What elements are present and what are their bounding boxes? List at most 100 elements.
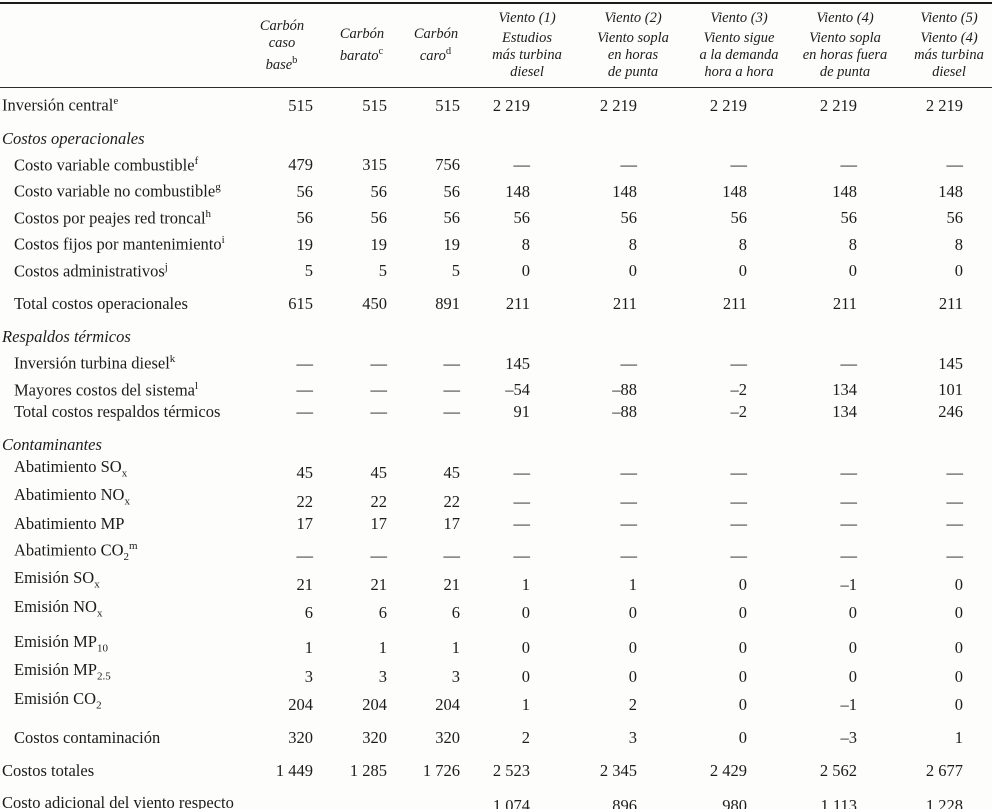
row-label-line: Mayores costos del sistemal <box>14 377 240 400</box>
value-cell: 3 <box>378 666 387 686</box>
row-label-text: Costo variable combustible <box>14 155 195 174</box>
row-label-line: Emisión MP10 <box>14 632 240 657</box>
value-cell: — <box>370 546 388 566</box>
column-title-line: Carbón <box>246 18 318 35</box>
row-label-line: Emisión SOx <box>14 569 240 593</box>
column-title-text: a la demanda <box>699 47 779 63</box>
value-cell: 0 <box>628 666 637 686</box>
column-title-text: base <box>265 56 293 73</box>
row-label-text: Costos por peajes red troncal <box>14 208 206 227</box>
value-cell: 246 <box>938 402 963 421</box>
column-title-line: baratoc <box>332 43 392 65</box>
value-cell: 22 <box>370 491 388 511</box>
row-label-line: Abatimiento SOx <box>14 458 240 482</box>
value-cell: 2 345 <box>599 760 637 780</box>
value-cell: 1 074 <box>492 795 530 809</box>
value-cell: –88 <box>612 402 637 421</box>
value-cell: 148 <box>832 181 857 201</box>
row-label-text: Costos fijos por mantenimiento <box>14 234 222 254</box>
value-cell: 0 <box>848 261 857 280</box>
column-title-line: baseb <box>246 52 318 74</box>
column-header-viento-5: Viento (5) Viento (4) más turbina diesel <box>890 3 992 88</box>
column-title-line: Carbón <box>332 26 392 43</box>
footnote-marker: i <box>221 234 225 246</box>
value-cell: 0 <box>954 602 963 622</box>
value-cell: — <box>946 513 964 533</box>
value-cell: 515 <box>362 95 387 115</box>
data-row: Mayores costos del sistemal — — — –54 –88 –2 13… <box>0 373 992 400</box>
value-cell: 211 <box>832 294 857 313</box>
column-title-line: más turbina <box>482 47 572 64</box>
label-subscript: x <box>121 467 128 480</box>
column-title-line: Viento (4) <box>906 30 992 47</box>
row-label-text: Costos totales <box>2 760 95 780</box>
value-cell: — <box>620 155 638 174</box>
column-title-text: diesel <box>510 64 544 80</box>
section-label-text: Costos operacionales <box>2 128 145 148</box>
row-label: Emisión NOx <box>0 594 240 622</box>
value-cell: 2 562 <box>819 760 857 780</box>
value-cell: 0 <box>954 261 963 280</box>
value-cell: 320 <box>435 727 460 747</box>
label-subscript: 2.5 <box>96 670 111 683</box>
value-cell: 1 285 <box>349 760 387 780</box>
value-cell: 148 <box>722 181 747 201</box>
column-title-text: en horas <box>607 47 659 63</box>
value-cell: 17 <box>370 513 388 533</box>
row-label-text: Abatimiento SO <box>14 457 122 476</box>
footnote-marker: m <box>129 539 138 552</box>
value-cell: 45 <box>443 463 461 483</box>
column-title-text: diesel <box>932 64 966 80</box>
footnote-marker: d <box>445 46 453 58</box>
value-cell: — <box>620 353 638 373</box>
data-row: Costos contaminación 320 320 320 2 3 0 –3 1 <box>0 714 992 747</box>
column-title: Viento (3) <box>710 10 768 26</box>
value-cell: 22 <box>296 491 314 511</box>
row-label: Costos por peajes red troncalh <box>0 201 240 228</box>
column-title-text: Viento sigue <box>703 30 775 46</box>
data-row: Total costos respaldos térmicos — — — 91 –88 –… <box>0 399 992 421</box>
value-cell: 2 <box>628 694 637 714</box>
value-cell: 1 449 <box>275 760 313 780</box>
row-label-line: Costos administrativosj <box>14 258 240 281</box>
column-title-line: carod <box>406 43 466 65</box>
value-cell: 211 <box>612 294 637 313</box>
row-label-line: Costo variable combustiblef <box>14 152 240 175</box>
column-header-carbon-caso-base: Carbón caso baseb <box>240 3 318 88</box>
value-cell: 211 <box>505 294 530 313</box>
row-label-line: Costos totales <box>2 760 240 780</box>
column-title-line: diesel <box>906 64 992 81</box>
column-title-line: a la demanda <box>694 47 784 64</box>
header-row: Carbón caso baseb Carbón baratoc Carbón carod V… <box>0 3 992 88</box>
data-row: Costos fijos por mantenimientoi 19 19 19 8 8 8… <box>0 227 992 254</box>
data-row: Costos administrativosj 5 5 5 0 0 0 0 0 <box>0 254 992 281</box>
value-cell: 0 <box>521 666 530 686</box>
value-cell: 148 <box>505 181 530 201</box>
value-cell: 1 113 <box>820 795 857 809</box>
value-cell: 204 <box>435 694 460 714</box>
column-title-line: de punta <box>800 64 890 81</box>
row-label-text: Inversión central <box>2 95 114 115</box>
column-title-text: Carbón <box>259 17 305 34</box>
column-title-text: de punta <box>819 64 871 80</box>
value-cell: 56 <box>513 208 531 227</box>
section-row: Costos operacionales <box>0 115 992 148</box>
row-label-line: Total costos respaldos térmicos <box>14 403 240 421</box>
value-cell: — <box>513 513 531 533</box>
column-title: Viento (2) <box>604 10 662 26</box>
value-cell: — <box>620 546 638 566</box>
row-label: Emisión SOx <box>0 565 240 593</box>
row-label: Inversión turbina dieselk <box>0 346 240 373</box>
column-header-viento-1: Viento (1) Estudios más turbina diesel <box>466 3 572 88</box>
row-label-text: Costo variable no combustible <box>14 181 216 201</box>
section-label-text: Respaldos térmicos <box>2 327 131 346</box>
value-cell: — <box>840 353 858 373</box>
data-row: Costos por peajes red troncalh 56 56 56 56 56… <box>0 201 992 228</box>
row-label: Abatimiento NOx <box>0 482 240 510</box>
value-cell: — <box>296 353 314 373</box>
data-row: Costos totales 1 449 1 285 1 726 2 523 2 345 2… <box>0 747 992 780</box>
row-label-line: Costos contaminación <box>14 728 240 747</box>
value-cell: 2 219 <box>819 95 857 115</box>
